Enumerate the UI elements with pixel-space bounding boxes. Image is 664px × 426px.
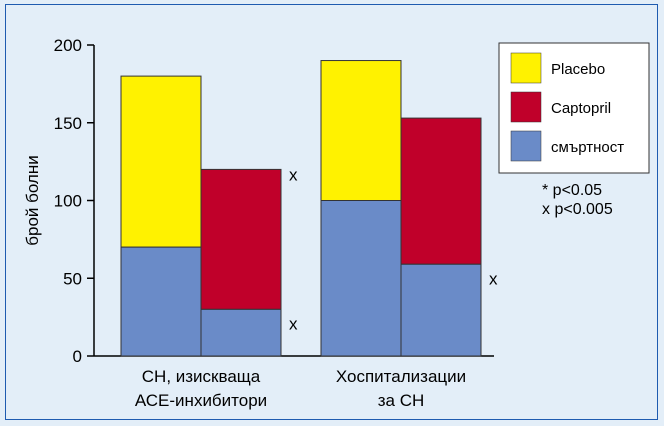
legend-swatch-placebo bbox=[510, 52, 542, 84]
legend-label: Placebo bbox=[551, 61, 605, 78]
legend-swatch-смъртност bbox=[510, 130, 542, 162]
bar-mortality-segment bbox=[400, 263, 482, 357]
category-label: СН, изискваща bbox=[142, 367, 261, 386]
bar-captopril-segment bbox=[200, 168, 282, 310]
bar-mortality-segment bbox=[120, 246, 202, 357]
chart-frame: 0 50 100 150 200 брой болни x x СН, изискваща АСЕ… bbox=[5, 4, 658, 420]
y-axis-label: брой болни bbox=[23, 155, 42, 246]
significance-mark: x bbox=[489, 269, 498, 288]
category-label: АСЕ-инхибитори bbox=[135, 391, 267, 410]
y-tick-label: 150 bbox=[54, 114, 82, 133]
y-tick-label: 200 bbox=[54, 36, 82, 55]
legend-swatch-captopril bbox=[510, 91, 542, 123]
y-tick-label: 50 bbox=[63, 269, 82, 288]
bar-placebo-segment bbox=[120, 75, 202, 248]
category-label: Хоспитализации bbox=[336, 367, 466, 386]
legend-label: смъртност bbox=[551, 139, 624, 156]
legend-label: Captopril bbox=[551, 100, 611, 117]
bar-mortality-segment bbox=[320, 200, 402, 357]
y-tick-label: 100 bbox=[54, 192, 82, 211]
significance-mark: x bbox=[289, 165, 298, 184]
significance-mark: x bbox=[289, 314, 298, 333]
y-tick-label: 0 bbox=[73, 347, 82, 366]
bar-captopril-segment bbox=[400, 117, 482, 265]
bar-placebo-segment bbox=[320, 60, 402, 201]
significance-note: x p<0.005 bbox=[542, 201, 613, 218]
category-label: за СН bbox=[378, 391, 425, 410]
bar-mortality-segment bbox=[200, 308, 282, 357]
significance-note: * p<0.05 bbox=[542, 182, 602, 199]
stacked-bar-chart: 0 50 100 150 200 брой болни x x СН, изискваща АСЕ… bbox=[23, 36, 650, 410]
